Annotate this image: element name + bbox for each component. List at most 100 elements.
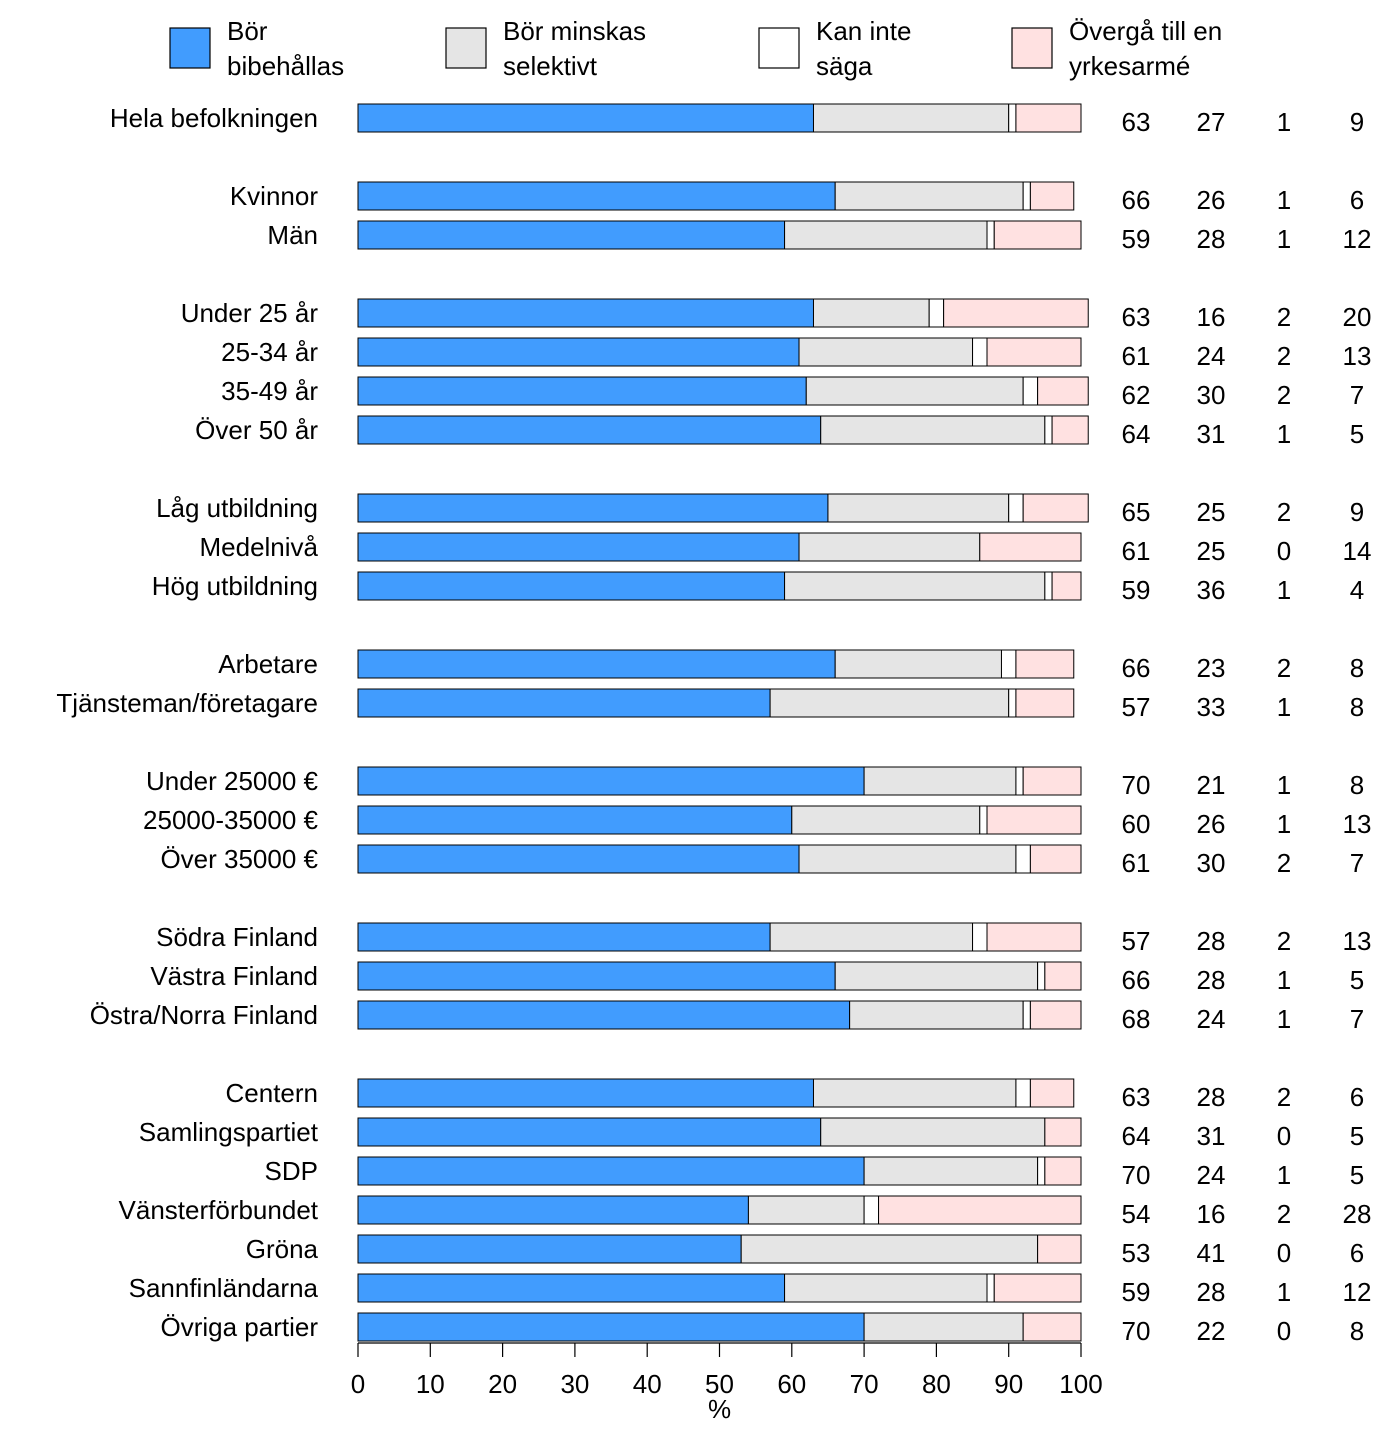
value-label: 8 [1350, 692, 1364, 722]
value-label: 21 [1197, 770, 1226, 800]
value-label: 0 [1277, 1121, 1291, 1151]
bar-segment [986, 337, 1082, 367]
value-label: 2 [1277, 653, 1291, 683]
bar-segment [1015, 1078, 1031, 1108]
row-label: Medelnivå [199, 532, 318, 562]
value-label: 70 [1122, 770, 1151, 800]
bar-segment [740, 1234, 1039, 1264]
legend-label: Övergå till en [1069, 16, 1222, 46]
row-label: Arbetare [218, 649, 318, 679]
value-label: 8 [1350, 653, 1364, 683]
bar-segment [1044, 1117, 1082, 1147]
value-label: 54 [1122, 1199, 1151, 1229]
legend-label: säga [816, 51, 873, 81]
bar-segment [943, 298, 1089, 328]
x-tick-label: 80 [922, 1369, 951, 1399]
value-label: 1 [1277, 692, 1291, 722]
bar-segment [798, 532, 981, 562]
x-tick-label: 60 [777, 1369, 806, 1399]
x-tick-label: 0 [351, 1369, 365, 1399]
bar-segment [1029, 1078, 1075, 1108]
bar-segment [357, 1000, 851, 1030]
bar-segment [357, 649, 836, 679]
bar-segment [834, 649, 1002, 679]
value-label: 23 [1197, 653, 1226, 683]
value-label: 25 [1197, 497, 1226, 527]
value-label: 7 [1350, 380, 1364, 410]
chart-row: Sannfinländarna 59 28 1 12 [129, 1273, 1372, 1307]
bar-segment [1044, 571, 1053, 601]
value-label: 0 [1277, 536, 1291, 566]
value-label: 2 [1277, 302, 1291, 332]
value-label: 30 [1197, 848, 1226, 878]
value-label: 36 [1197, 575, 1226, 605]
bar-segment [986, 805, 1082, 835]
value-label: 6 [1350, 1082, 1364, 1112]
value-label: 1 [1277, 965, 1291, 995]
bar-segment [849, 1000, 1024, 1030]
x-axis-label: % [708, 1394, 731, 1424]
bar-segment [747, 1195, 865, 1225]
value-label: 68 [1122, 1004, 1151, 1034]
value-label: 66 [1122, 653, 1151, 683]
chart-row: Västra Finland 66 28 1 5 [150, 961, 1364, 995]
value-label: 64 [1122, 419, 1151, 449]
chart-row: Kvinnor 66 26 1 6 [230, 181, 1364, 215]
x-tick-label: 40 [633, 1369, 662, 1399]
x-tick-label: 70 [850, 1369, 879, 1399]
value-label: 0 [1277, 1316, 1291, 1346]
x-tick-label: 100 [1059, 1369, 1102, 1399]
value-label: 24 [1197, 1160, 1226, 1190]
row-label: Centern [226, 1078, 319, 1108]
value-label: 26 [1197, 185, 1226, 215]
value-label: 62 [1122, 380, 1151, 410]
bar-segment [1022, 376, 1039, 406]
legend-label: yrkesarmé [1069, 51, 1190, 81]
bar-segment [357, 1195, 749, 1225]
bar-segment [1022, 181, 1031, 211]
bar-segment [1029, 1000, 1082, 1030]
value-label: 63 [1122, 1082, 1151, 1112]
value-label: 1 [1277, 1004, 1291, 1034]
value-label: 2 [1277, 926, 1291, 956]
value-label: 25 [1197, 536, 1226, 566]
bar-segment [357, 688, 771, 718]
bar-segment [1000, 649, 1017, 679]
bar-segment [1022, 493, 1089, 523]
chart-row: Vänsterförbundet 54 16 2 28 [119, 1195, 1372, 1229]
value-label: 59 [1122, 224, 1151, 254]
value-label: 57 [1122, 692, 1151, 722]
bar-segment [1037, 961, 1046, 991]
bar-segment [1022, 766, 1082, 796]
bar-segment [357, 805, 793, 835]
bar-segment [798, 844, 1017, 874]
value-label: 31 [1197, 1121, 1226, 1151]
bar-segment [1008, 103, 1017, 133]
value-label: 8 [1350, 770, 1364, 800]
bar-segment [928, 298, 945, 328]
row-label: Låg utbildning [156, 493, 318, 523]
legend-swatch [169, 27, 211, 69]
value-label: 2 [1277, 341, 1291, 371]
value-label: 70 [1122, 1316, 1151, 1346]
bar-segment [986, 922, 1082, 952]
value-label: 41 [1197, 1238, 1226, 1268]
value-label: 14 [1343, 536, 1372, 566]
bar-segment [1015, 688, 1075, 718]
bar-segment [979, 805, 988, 835]
bar-segment [1029, 844, 1082, 874]
value-label: 9 [1350, 497, 1364, 527]
value-label: 1 [1277, 185, 1291, 215]
value-label: 6 [1350, 185, 1364, 215]
chart-row: 25-34 år 61 24 2 13 [221, 337, 1371, 371]
bar-segment [798, 337, 974, 367]
bar-segment [357, 415, 822, 445]
row-label: SDP [265, 1156, 318, 1186]
chart-row: Tjänsteman/företagare 57 33 1 8 [56, 688, 1364, 722]
value-label: 28 [1197, 224, 1226, 254]
chart-row: Låg utbildning 65 25 2 9 [156, 493, 1364, 527]
value-label: 64 [1122, 1121, 1151, 1151]
value-label: 13 [1343, 926, 1372, 956]
bar-segment [863, 766, 1017, 796]
bar-segment [357, 181, 836, 211]
